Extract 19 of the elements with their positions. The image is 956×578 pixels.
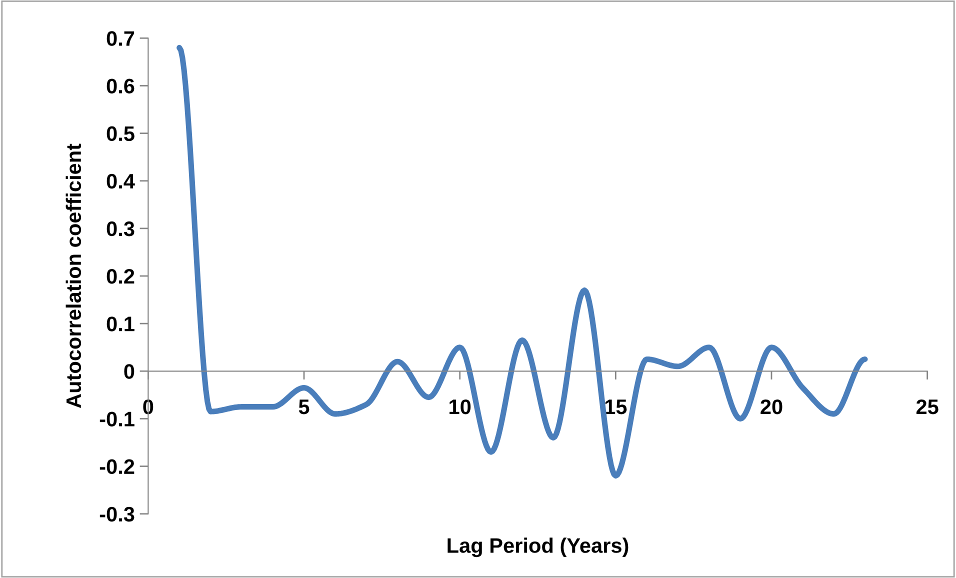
x-tick-label: 25 [916, 399, 938, 414]
y-axis-title: Autocorrelation coefficient [66, 144, 82, 408]
y-tick-label: 0.2 [106, 268, 134, 284]
y-tick-label: 0.7 [106, 31, 134, 46]
x-tick-label: 0 [143, 399, 154, 414]
x-tick-label: 5 [298, 400, 310, 414]
y-tick-label: 0.5 [106, 126, 134, 142]
y-tick-label: 0 [124, 364, 134, 379]
y-tick-label: 0.6 [106, 78, 134, 94]
y-tick-label: -0.2 [100, 459, 134, 474]
y-tick-label: 0.3 [106, 221, 134, 236]
x-tick-label: 10 [450, 399, 471, 414]
x-tick-label: 20 [760, 399, 782, 414]
y-tick-label: -0.1 [100, 412, 134, 426]
y-tick-label: 0.1 [106, 316, 134, 332]
x-axis-title: Lag Period (Years) [448, 538, 628, 558]
y-tick-label: -0.3 [100, 506, 134, 522]
y-tick-label: 0.4 [106, 174, 135, 189]
x-tick-label: 15 [605, 400, 627, 414]
